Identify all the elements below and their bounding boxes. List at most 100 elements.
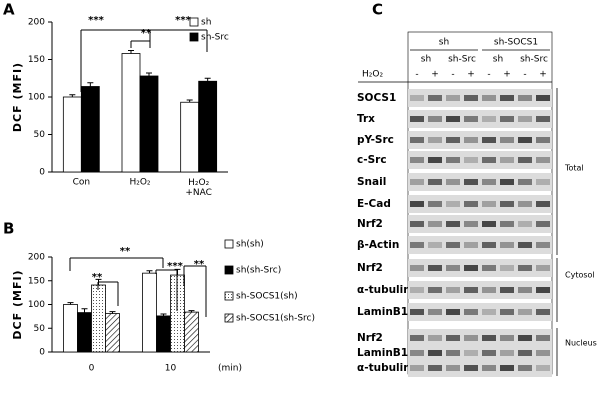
blot-band: [446, 137, 460, 143]
bar: [62, 96, 82, 173]
blot-band: [482, 287, 496, 293]
blot-band: [536, 350, 550, 356]
blot-strip: [408, 281, 552, 299]
error-bar: [188, 310, 195, 313]
blot-band: [410, 179, 424, 185]
blot-band: [446, 335, 460, 341]
blot-band: [482, 335, 496, 341]
blot-band: [428, 137, 442, 143]
blot-band: [464, 350, 478, 356]
legend-label: sh-SOCS1(sh): [236, 292, 298, 302]
blot-band: [428, 335, 442, 341]
panel-label: B: [3, 220, 14, 238]
blot-band: [482, 242, 496, 248]
blot-band: [536, 116, 550, 122]
subgroup-label: sh: [421, 55, 431, 65]
blot-band: [446, 242, 460, 248]
blot-band: [464, 137, 478, 143]
row-label: E-Cad: [357, 198, 391, 210]
legend-swatch: [224, 265, 234, 275]
legend-label: sh(sh-Src): [236, 266, 281, 276]
y-tick-label: 200: [28, 18, 45, 28]
blot-band: [428, 95, 442, 101]
blot-strip: [408, 89, 552, 107]
blot-band: [500, 137, 514, 143]
blot-band: [518, 201, 532, 207]
y-axis-label: DCF (MFI): [11, 269, 24, 339]
blot-band: [410, 265, 424, 271]
blot-band: [464, 221, 478, 227]
y-axis-label: DCF (MFI): [11, 62, 24, 132]
bar: [180, 101, 200, 173]
blot-band: [410, 242, 424, 248]
blot-band: [428, 242, 442, 248]
blot-band: [500, 221, 514, 227]
blot-strip: [408, 344, 552, 362]
blot-band: [500, 157, 514, 163]
blot-band: [500, 350, 514, 356]
blot-band: [536, 179, 550, 185]
treatment-sign: -: [415, 70, 418, 80]
y-tick-label: 150: [28, 55, 45, 65]
blot-band: [464, 157, 478, 163]
blot-band: [518, 309, 532, 315]
fraction-label: Cytosol: [565, 271, 595, 280]
blot-strip: [408, 259, 552, 277]
blot-band: [500, 265, 514, 271]
treatment-sign: +: [539, 70, 547, 80]
blot-band: [464, 242, 478, 248]
blot-band: [446, 265, 460, 271]
legend-swatch: [189, 32, 199, 42]
blot-band: [428, 179, 442, 185]
blot-band: [500, 201, 514, 207]
error-bar: [67, 302, 74, 305]
blot-band: [410, 221, 424, 227]
blot-band: [536, 309, 550, 315]
bar: [156, 315, 171, 353]
bar: [184, 311, 199, 353]
blot-band: [410, 157, 424, 163]
row-label: SOCS1: [357, 92, 396, 104]
blot-band: [482, 221, 496, 227]
blot-band: [518, 95, 532, 101]
x-axis-label: (min): [218, 364, 242, 374]
treatment-sign: +: [431, 70, 439, 80]
legend-label: sh-Src: [201, 33, 229, 43]
y-tick-label: 200: [28, 253, 45, 263]
blot-band: [536, 201, 550, 207]
blot-band: [518, 137, 532, 143]
blot-strip: [408, 151, 552, 169]
blot-band: [518, 157, 532, 163]
blot-band: [518, 221, 532, 227]
blot-band: [410, 335, 424, 341]
row-label: Snail: [357, 176, 386, 188]
blot-band: [428, 265, 442, 271]
bar: [139, 75, 159, 173]
blot-band: [428, 157, 442, 163]
significance: **: [141, 28, 152, 39]
blot-band: [446, 350, 460, 356]
error-bar: [128, 50, 134, 54]
legend-label: sh: [201, 18, 211, 28]
x-tick-label: H₂O₂: [129, 178, 150, 188]
blot-band: [482, 137, 496, 143]
row-label: pY-Src: [357, 134, 394, 146]
error-bar: [186, 99, 193, 103]
row-label: Trx: [357, 113, 375, 125]
blot-band: [500, 365, 514, 371]
blot-band: [428, 309, 442, 315]
blot-band: [446, 95, 460, 101]
treatment-sign: +: [503, 70, 511, 80]
x-tick-label: 10: [165, 364, 177, 374]
blot-band: [428, 365, 442, 371]
error-bar: [81, 308, 88, 313]
row-label: Nrf2: [357, 262, 383, 274]
row-label: α-tubulin: [357, 362, 411, 374]
y-tick-label: 50: [34, 324, 46, 334]
row-label: c-Src: [357, 154, 387, 166]
y-tick-label: 0: [39, 168, 45, 178]
x-tick-label: Con: [73, 178, 91, 188]
blot-band: [410, 350, 424, 356]
bar: [105, 313, 120, 353]
bar: [63, 304, 78, 353]
